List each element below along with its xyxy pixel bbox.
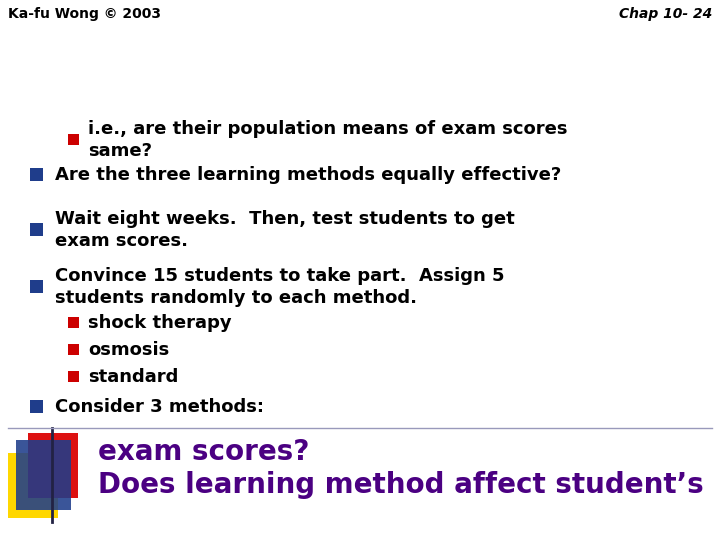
Bar xyxy=(30,223,43,236)
Text: Consider 3 methods:: Consider 3 methods: xyxy=(55,398,264,416)
Text: Are the three learning methods equally effective?: Are the three learning methods equally e… xyxy=(55,166,562,184)
Text: i.e., are their population means of exam scores
same?: i.e., are their population means of exam… xyxy=(88,119,567,160)
Bar xyxy=(16,440,71,510)
Text: Convince 15 students to take part.  Assign 5
students randomly to each method.: Convince 15 students to take part. Assig… xyxy=(55,267,505,307)
Text: Ka-fu Wong © 2003: Ka-fu Wong © 2003 xyxy=(8,7,161,21)
Text: shock therapy: shock therapy xyxy=(88,314,232,332)
Text: Wait eight weeks.  Then, test students to get
exam scores.: Wait eight weeks. Then, test students to… xyxy=(55,210,515,251)
Text: standard: standard xyxy=(88,368,179,386)
Bar xyxy=(68,134,79,145)
Text: Chap 10- 24: Chap 10- 24 xyxy=(618,7,712,21)
Text: osmosis: osmosis xyxy=(88,341,169,359)
Text: exam scores?: exam scores? xyxy=(98,438,310,466)
Bar xyxy=(68,317,79,328)
Bar xyxy=(30,280,43,293)
Bar xyxy=(30,400,43,413)
Bar xyxy=(68,344,79,355)
Bar xyxy=(30,168,43,181)
Text: Does learning method affect student’s: Does learning method affect student’s xyxy=(98,471,703,499)
Bar xyxy=(68,371,79,382)
Bar xyxy=(8,453,58,518)
Bar xyxy=(28,433,78,498)
